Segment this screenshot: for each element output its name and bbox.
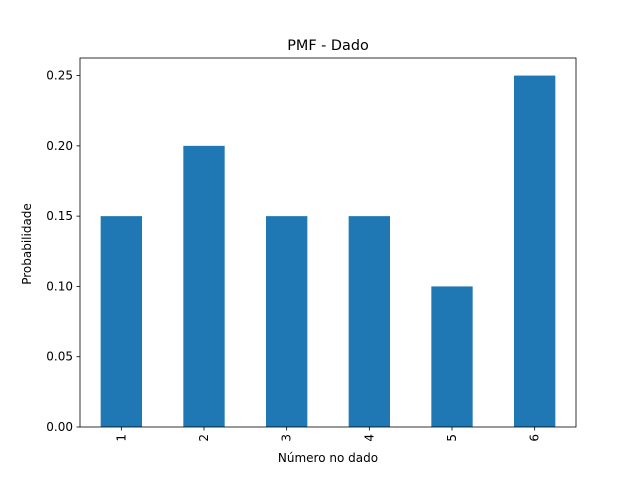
- y-tick-label: 0.20: [46, 139, 73, 153]
- plot-area: 0.00 0.05 0.10 0.15 0.20 0.25 1 2 3 4 5 6: [46, 57, 577, 442]
- x-tick-label: 5: [445, 434, 459, 442]
- bar-6: [514, 75, 556, 428]
- x-tick-label: 6: [528, 434, 542, 442]
- x-axis-label: Número no dado: [278, 451, 378, 465]
- y-tick-label: 0.15: [46, 209, 73, 223]
- y-tick-label: 0.10: [46, 279, 73, 293]
- y-tick-label: 0.05: [46, 350, 73, 364]
- x-tick-label: 2: [197, 434, 211, 442]
- y-tick-label: 0.00: [46, 420, 73, 434]
- bar-2: [183, 145, 225, 427]
- x-tick-label: 4: [362, 434, 376, 442]
- x-tick-label: 1: [114, 434, 128, 442]
- x-tick-label: 3: [280, 434, 294, 442]
- bar-5: [431, 286, 473, 427]
- chart-title: PMF - Dado: [287, 38, 369, 54]
- axes-frame: [79, 57, 577, 428]
- y-tick-label: 0.25: [46, 69, 73, 83]
- bar-4: [348, 216, 390, 427]
- bar-3: [266, 216, 308, 427]
- bar-1: [100, 216, 142, 427]
- y-axis-label: Probabilidade: [20, 203, 34, 285]
